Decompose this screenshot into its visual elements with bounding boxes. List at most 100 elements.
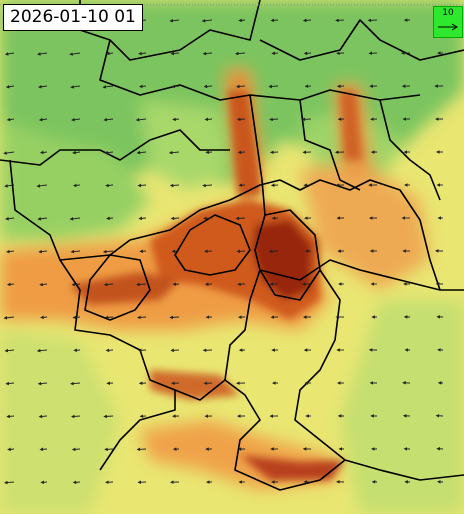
wind-arrow-icon [5, 381, 15, 386]
wind-arrow-icon [70, 381, 81, 386]
wind-arrow-icon [37, 216, 48, 221]
wind-arrow-icon [104, 150, 114, 155]
wind-arrow-icon [4, 52, 15, 56]
wind-arrow-icon [38, 414, 48, 419]
wind-arrow-icon [106, 216, 114, 221]
wind-arrow-icon [70, 85, 81, 89]
border-loop-center [174, 214, 251, 276]
wind-arrow-icon [169, 18, 180, 23]
wind-arrow-icon [137, 183, 147, 188]
wind-arrow-icon [6, 117, 15, 122]
wind-arrow-icon [3, 151, 15, 155]
wind-arrow-icon [169, 315, 180, 320]
field-red-streak-west [70, 272, 180, 305]
wind-arrow-icon [5, 216, 15, 221]
wind-arrow-icon [7, 282, 15, 287]
wind-arrow-icon [37, 381, 48, 386]
wind-arrow-icon [201, 18, 213, 23]
wind-arrow-icon [105, 51, 114, 56]
wind-arrow-icon [7, 447, 15, 452]
field-red-south-west [150, 370, 240, 400]
wind-arrow-icon [39, 447, 48, 452]
wind-arrow-icon [172, 117, 180, 122]
wind-arrow-icon [40, 315, 48, 320]
wind-arrow-field [3, 18, 444, 485]
wind-arrow-icon [71, 117, 81, 122]
wind-arrow-icon [105, 183, 114, 188]
field-red-south [240, 455, 345, 480]
border-inner-region [224, 269, 346, 491]
wind-arrow-icon [139, 84, 147, 89]
wind-arrow-icon [103, 117, 114, 122]
wind-arrow-icon [268, 84, 279, 89]
wind-arrow-icon [69, 217, 81, 221]
wind-arrow-icon [4, 184, 15, 188]
wind-arrow-icon [71, 282, 81, 287]
wind-arrow-icon [73, 183, 81, 188]
border-region-mid-east [299, 99, 361, 191]
wind-arrow-icon [103, 282, 114, 287]
wind-arrow-icon [137, 315, 147, 320]
wind-arrow-icon [5, 84, 15, 89]
field-red-plume-north [228, 90, 262, 198]
wind-arrow-icon [204, 117, 213, 122]
wind-arrow-icon [170, 216, 180, 221]
wind-arrow-icon [71, 447, 81, 452]
wind-arrow-icon [169, 183, 180, 188]
wind-arrow-icon [136, 282, 147, 287]
wind-arrow-icon [6, 249, 15, 254]
wind-arrow-icon [37, 52, 48, 56]
border-south-inner [174, 379, 226, 401]
border-southwest [59, 259, 176, 471]
border-north [79, 0, 261, 61]
border-lines [0, 0, 464, 491]
wind-arrow-icon [103, 414, 114, 419]
wind-arrow-icon [136, 150, 147, 155]
wind-arrow-icon [38, 84, 48, 89]
wind-arrow-icon [168, 150, 180, 155]
wind-arrow-icon [4, 480, 15, 485]
wind-arrow-icon [235, 216, 246, 221]
border-inner-north [99, 39, 421, 101]
border-west-loop [84, 254, 151, 321]
wind-arrow-icon [269, 117, 279, 122]
border-east-south [344, 459, 464, 481]
field-green-mid [140, 100, 230, 190]
wind-arrow-icon [235, 84, 246, 89]
field-light-green-se [340, 300, 464, 514]
wind-legend: 10 [433, 6, 463, 38]
wind-arrow-icon [270, 18, 279, 23]
wind-arrow-icon [438, 23, 458, 31]
wind-arrow-icon [102, 249, 114, 254]
wind-arrow-icon [104, 315, 114, 320]
wind-arrow-icon [71, 414, 81, 419]
border-ne-inner [379, 99, 441, 201]
wind-arrow-icon [69, 52, 81, 56]
wind-arrow-icon [38, 249, 48, 254]
field-light-green-sw [0, 330, 120, 514]
wind-arrow-icon [235, 51, 246, 56]
wind-arrow-icon [171, 84, 180, 89]
wind-arrow-icon [6, 414, 15, 419]
wind-arrow-icon [38, 117, 48, 122]
wind-arrow-icon [203, 84, 213, 89]
wind-arrow-icon [236, 117, 246, 122]
wind-arrow-icon [203, 216, 213, 221]
wind-arrow-icon [202, 51, 213, 56]
wind-legend-value: 10 [442, 8, 454, 18]
wind-arrow-icon [39, 150, 48, 155]
timestamp-label: 2026-01-10 01 [3, 4, 143, 31]
wind-arrow-icon [302, 18, 312, 23]
wind-arrow-icon [202, 183, 213, 188]
wind-arrow-icon [3, 316, 15, 320]
wind-arrow-icon [170, 51, 180, 56]
wind-arrow-icon [72, 315, 81, 320]
wind-arrow-icon [238, 18, 246, 23]
border-northeast [259, 19, 464, 61]
field-red-plume-ne [340, 90, 362, 160]
wind-arrow-icon [138, 51, 147, 56]
border-center-vertical [249, 94, 266, 271]
